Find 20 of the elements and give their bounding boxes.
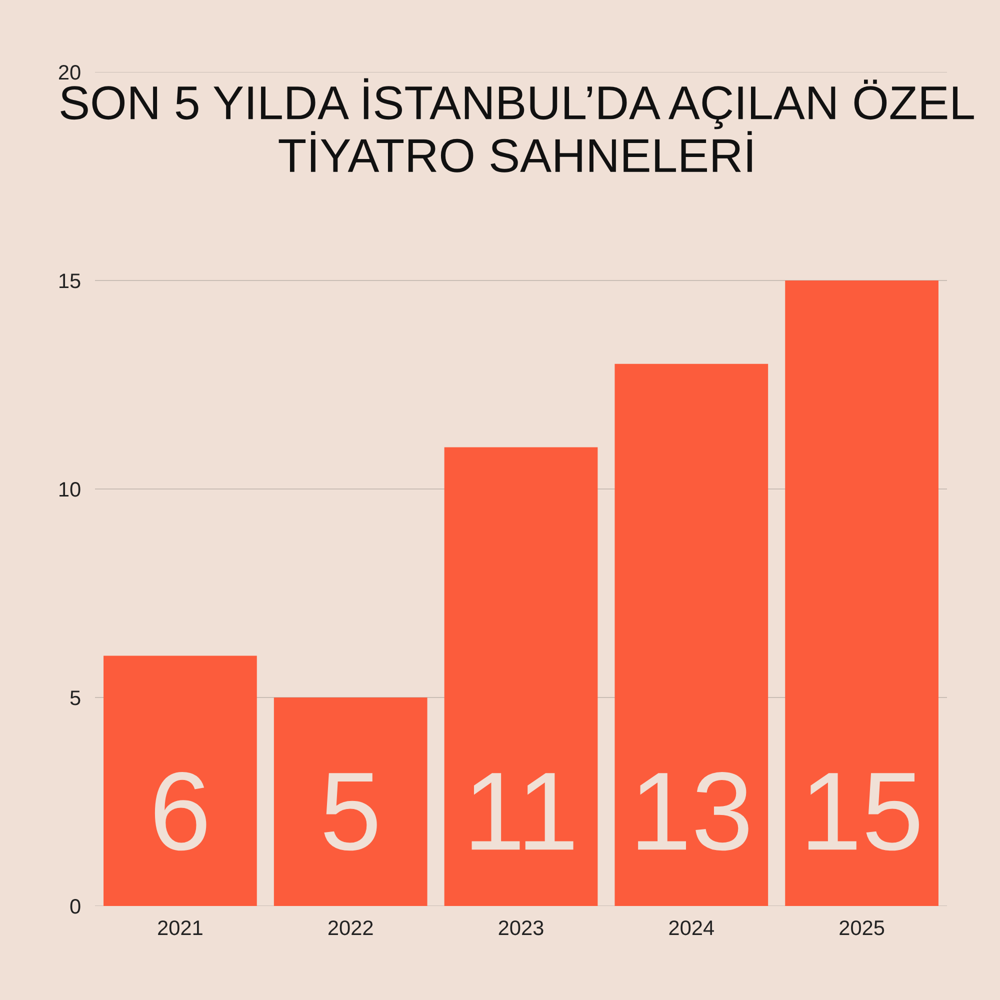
data-label: 11 <box>472 773 574 850</box>
x-tick-label: 2024 <box>669 920 714 936</box>
x-tick-label: 2022 <box>328 920 373 936</box>
x-tick-label: 2021 <box>158 920 202 936</box>
bar <box>785 280 938 906</box>
bar <box>444 447 598 906</box>
y-tick-label: 0 <box>70 899 80 914</box>
y-tick-label: 10 <box>60 482 80 497</box>
data-label: 5 <box>324 773 377 851</box>
x-tick-label: 2023 <box>498 920 544 936</box>
data-label: 15 <box>808 773 919 851</box>
y-tick-label: 20 <box>58 65 80 80</box>
data-label: 13 <box>638 772 748 851</box>
x-tick-label: 2025 <box>840 920 884 936</box>
y-tick-label: 15 <box>60 274 80 288</box>
y-tick-label: 5 <box>70 690 80 706</box>
bar <box>614 364 768 906</box>
bar <box>104 656 257 906</box>
data-label: 6 <box>154 772 206 851</box>
bar <box>274 698 428 906</box>
